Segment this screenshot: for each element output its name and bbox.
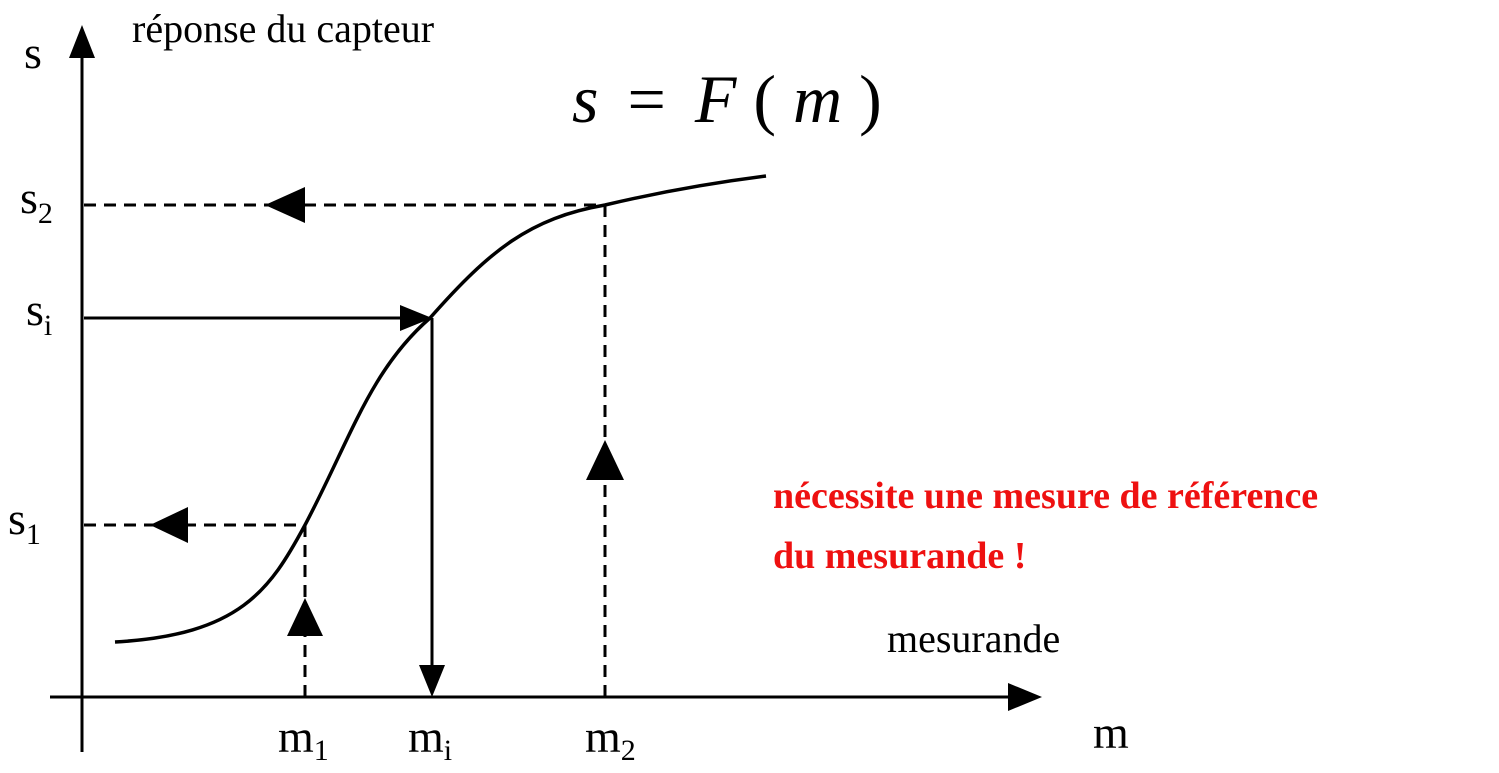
equation-lhs: s	[572, 61, 598, 137]
x-tick-mi: mi	[408, 711, 452, 767]
s1-left-arrow	[150, 507, 188, 543]
reference-note-line-1: nécessite une mesure de référence	[773, 475, 1318, 517]
x-axis-symbol: m	[1093, 707, 1129, 758]
x-axis-arrow	[1008, 683, 1042, 711]
equation-function: F	[694, 61, 738, 137]
y-axis-arrow	[69, 25, 95, 58]
y-tick-s2: s2	[20, 172, 53, 230]
mi-down-arrow	[419, 665, 445, 697]
reference-note-line-2: du mesurande !	[773, 535, 1026, 577]
si-right-arrow	[400, 305, 432, 331]
equation-close-paren: )	[859, 61, 882, 137]
y-tick-s1: s1	[8, 493, 41, 551]
x-tick-m1: m1	[278, 711, 329, 767]
x-tick-m2: m2	[585, 711, 636, 767]
equation: s = F ( m )	[572, 61, 882, 137]
m2-up-arrow	[586, 440, 624, 480]
y-axis-caption: réponse du capteur	[132, 6, 434, 51]
x-axis-caption: mesurande	[887, 616, 1060, 661]
equation-equals: =	[627, 61, 665, 137]
y-axis-symbol: s	[24, 27, 42, 78]
response-curve	[114, 174, 767, 644]
y-tick-si: si	[26, 284, 52, 342]
equation-open-paren: (	[753, 61, 776, 137]
m1-up-arrow	[287, 598, 323, 636]
s2-left-arrow	[265, 187, 305, 223]
equation-argument: m	[793, 61, 842, 137]
